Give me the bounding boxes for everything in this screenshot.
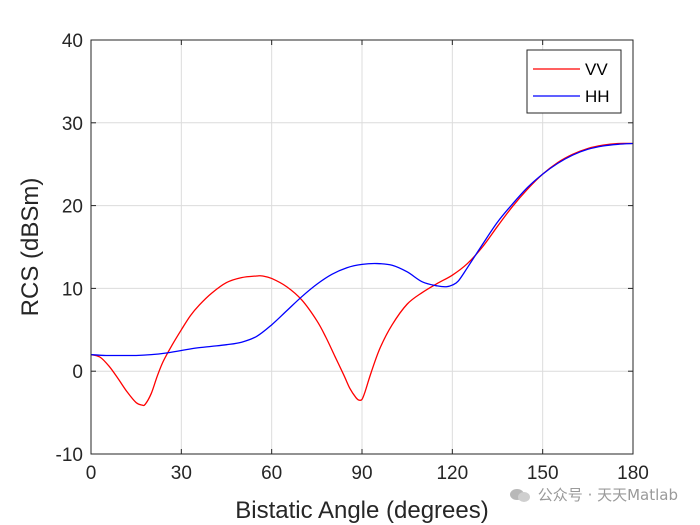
y-axis-title: RCS (dBSm) <box>17 178 44 317</box>
grid-lines <box>91 40 633 454</box>
legend-label-vv: VV <box>585 60 608 79</box>
wechat-icon <box>509 487 532 503</box>
x-tick-label: 120 <box>436 463 468 484</box>
x-axis-title: Bistatic Angle (degrees) <box>235 497 488 524</box>
x-tick-label: 150 <box>527 463 559 484</box>
legend-box <box>526 49 622 114</box>
legend: VV HH <box>526 49 622 114</box>
y-tick-label: 20 <box>62 197 83 218</box>
y-tick-label: 0 <box>72 362 83 383</box>
y-tick-label: 30 <box>62 114 83 135</box>
x-tick-label: 30 <box>171 463 192 484</box>
x-tick-label: 60 <box>261 463 282 484</box>
plot-area <box>90 142 634 407</box>
y-tick-label: -10 <box>56 445 83 466</box>
watermark-text: 公众号 · 天天Matlab <box>537 486 678 504</box>
legend-label-hh: HH <box>585 87 610 106</box>
y-tick-label: 40 <box>62 31 83 52</box>
y-tick-label: 10 <box>62 279 83 300</box>
x-tick-label: 90 <box>351 463 372 484</box>
series-line-vv <box>90 142 634 407</box>
watermark: 公众号 · 天天Matlab <box>509 484 678 505</box>
x-tick-label: 180 <box>617 463 649 484</box>
x-tick-label: 0 <box>86 463 97 484</box>
series-line-hh <box>90 142 634 357</box>
